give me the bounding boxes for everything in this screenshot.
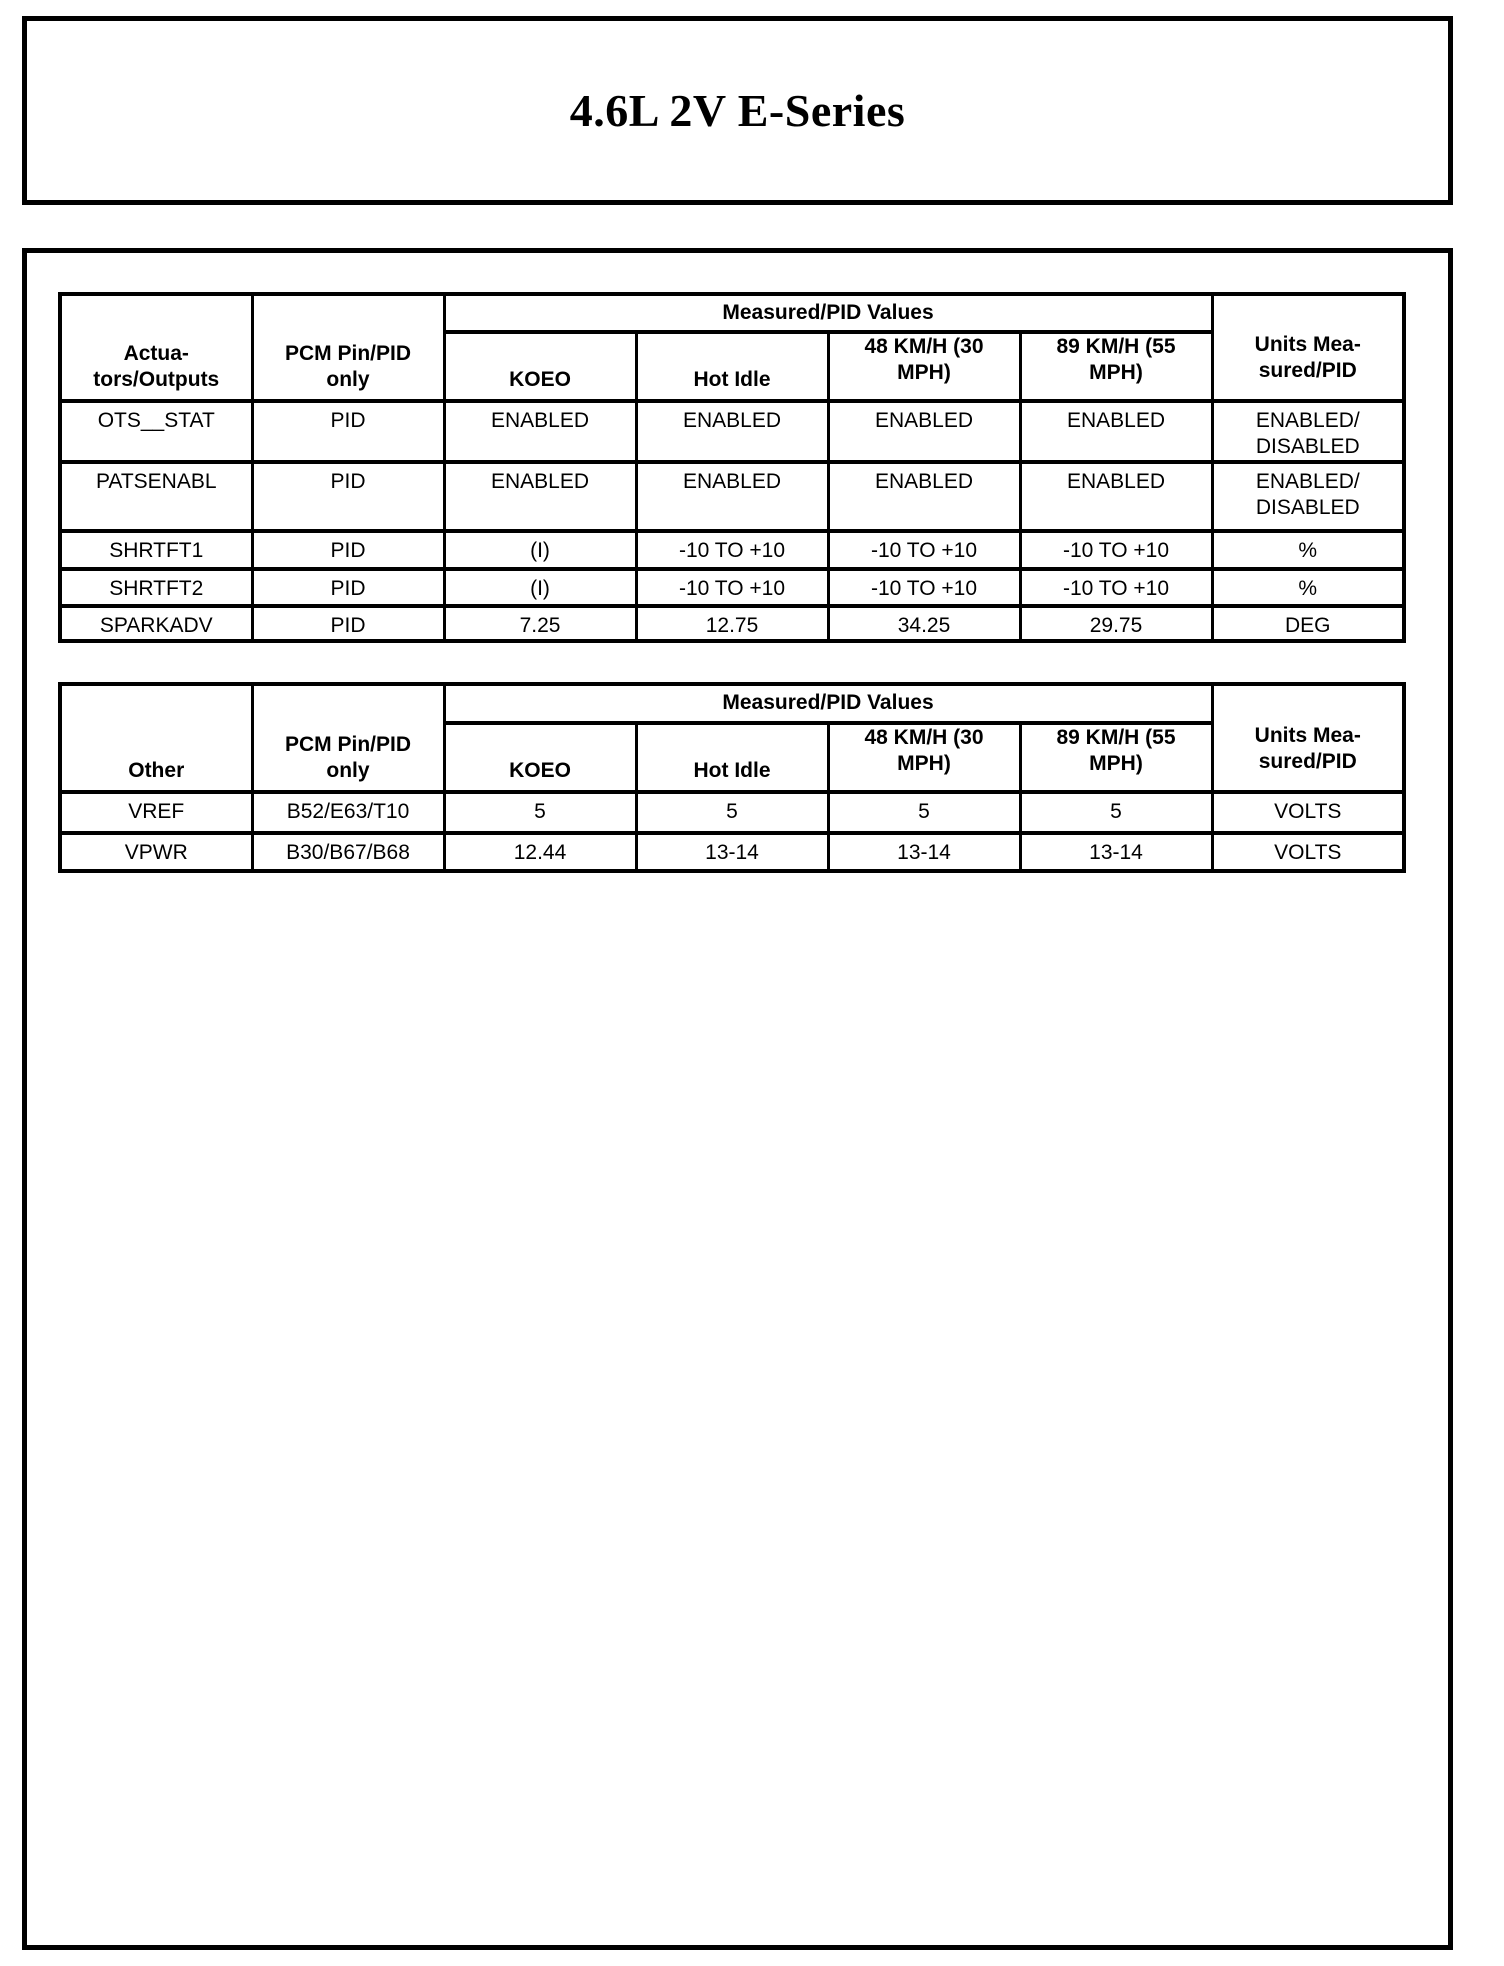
value-cell: ENABLED: [634, 460, 830, 533]
value-cell: 5: [634, 789, 830, 835]
col-header-units-measured-pid: Units Mea- sured/PID: [1210, 682, 1406, 794]
col-header-actuators-outputs: Actua- tors/Outputs: [58, 292, 254, 403]
table-row: PATSENABL PID ENABLED ENABLED ENABLED EN…: [58, 460, 1406, 533]
value-cell: PID: [250, 398, 446, 464]
col-header-pcm-pin-pid: PCM Pin/PID only: [250, 682, 446, 794]
table-header-row-conditions: KOEO Hot Idle 48 KM/H (30 MPH) 89 KM/H (…: [60, 721, 1404, 794]
table-row: OTS__STAT PID ENABLED ENABLED ENABLED EN…: [58, 398, 1406, 464]
units-cell: ENABLED/ DISABLED: [1210, 398, 1406, 464]
value-cell: ENABLED: [1018, 398, 1214, 464]
table-row: SHRTFT2 PID (I) -10 TO +10 -10 TO +10 -1…: [58, 567, 1406, 608]
title-box: 4.6L 2V E-Series: [22, 16, 1453, 205]
value-cell: 29.75: [1018, 603, 1214, 644]
value-cell: ENABLED: [442, 460, 638, 533]
col-header-units-measured-pid: Units Mea- sured/PID: [1210, 292, 1406, 403]
col-header-48-kmh: 48 KM/H (30 MPH): [826, 721, 1022, 794]
value-cell: ENABLED: [1018, 460, 1214, 533]
pid-table-other: Other PCM Pin/PID only Measured/PID Valu…: [58, 682, 1407, 873]
value-cell: -10 TO +10: [1018, 529, 1214, 571]
value-cell: 13-14: [826, 830, 1022, 873]
col-header-pcm-pin-pid: PCM Pin/PID only: [250, 292, 446, 403]
col-header-hot-idle: Hot Idle: [634, 330, 830, 403]
row-label-cell: SHRTFT1: [58, 529, 254, 571]
row-label-cell: OTS__STAT: [58, 398, 254, 464]
value-cell: 13-14: [1018, 830, 1214, 873]
value-cell: ENABLED: [634, 398, 830, 464]
units-cell: ENABLED/ DISABLED: [1210, 460, 1406, 533]
value-cell: 12.75: [634, 603, 830, 644]
col-header-89-kmh: 89 KM/H (55 MPH): [1018, 721, 1214, 794]
col-header-other: Other: [58, 682, 254, 794]
table-row: SHRTFT1 PID (I) -10 TO +10 -10 TO +10 -1…: [58, 529, 1406, 571]
value-cell: PID: [250, 529, 446, 571]
value-cell: (I): [442, 567, 638, 608]
value-cell: ENABLED: [826, 460, 1022, 533]
units-cell: DEG: [1210, 603, 1406, 644]
row-label-cell: VREF: [58, 789, 254, 835]
col-header-koeo: KOEO: [442, 330, 638, 403]
table-header-row-conditions: KOEO Hot Idle 48 KM/H (30 MPH) 89 KM/H (…: [60, 330, 1404, 403]
value-cell: PID: [250, 460, 446, 533]
units-cell: VOLTS: [1210, 789, 1406, 835]
table-row: SPARKADV PID 7.25 12.75 34.25 29.75 DEG: [58, 603, 1406, 644]
col-header-89-kmh: 89 KM/H (55 MPH): [1018, 330, 1214, 403]
value-cell: 12.44: [442, 830, 638, 873]
value-cell: B52/E63/T10: [250, 789, 446, 835]
value-cell: -10 TO +10: [634, 529, 830, 571]
row-label-cell: SPARKADV: [58, 603, 254, 644]
value-cell: 7.25: [442, 603, 638, 644]
table-row: VPWR B30/B67/B68 12.44 13-14 13-14 13-14…: [58, 830, 1406, 873]
page-title: 4.6L 2V E-Series: [569, 85, 906, 136]
row-label-cell: SHRTFT2: [58, 567, 254, 608]
value-cell: PID: [250, 603, 446, 644]
table-row: VREF B52/E63/T10 5 5 5 5 VOLTS: [58, 789, 1406, 835]
table-header-row-top: Other PCM Pin/PID only Measured/PID Valu…: [58, 682, 1406, 794]
pid-table-actuators-outputs: Actua- tors/Outputs PCM Pin/PID only Mea…: [58, 292, 1407, 644]
value-cell: -10 TO +10: [826, 567, 1022, 608]
value-cell: 5: [826, 789, 1022, 835]
value-cell: -10 TO +10: [1018, 567, 1214, 608]
value-cell: ENABLED: [826, 398, 1022, 464]
value-cell: PID: [250, 567, 446, 608]
col-header-48-kmh: 48 KM/H (30 MPH): [826, 330, 1022, 403]
value-cell: B30/B67/B68: [250, 830, 446, 873]
value-cell: 34.25: [826, 603, 1022, 644]
units-cell: %: [1210, 529, 1406, 571]
col-header-hot-idle: Hot Idle: [634, 721, 830, 794]
value-cell: (I): [442, 529, 638, 571]
value-cell: -10 TO +10: [826, 529, 1022, 571]
col-header-measured-pid-values: Measured/PID Values: [442, 292, 1214, 334]
table-header-row-top: Actua- tors/Outputs PCM Pin/PID only Mea…: [58, 292, 1406, 403]
value-cell: 13-14: [634, 830, 830, 873]
value-cell: 5: [1018, 789, 1214, 835]
col-header-measured-pid-values: Measured/PID Values: [442, 682, 1214, 725]
value-cell: 5: [442, 789, 638, 835]
row-label-cell: PATSENABL: [58, 460, 254, 533]
value-cell: -10 TO +10: [634, 567, 830, 608]
units-cell: VOLTS: [1210, 830, 1406, 873]
value-cell: ENABLED: [442, 398, 638, 464]
row-label-cell: VPWR: [58, 830, 254, 873]
content-box: Actua- tors/Outputs PCM Pin/PID only Mea…: [22, 248, 1453, 1950]
units-cell: %: [1210, 567, 1406, 608]
col-header-koeo: KOEO: [442, 721, 638, 794]
